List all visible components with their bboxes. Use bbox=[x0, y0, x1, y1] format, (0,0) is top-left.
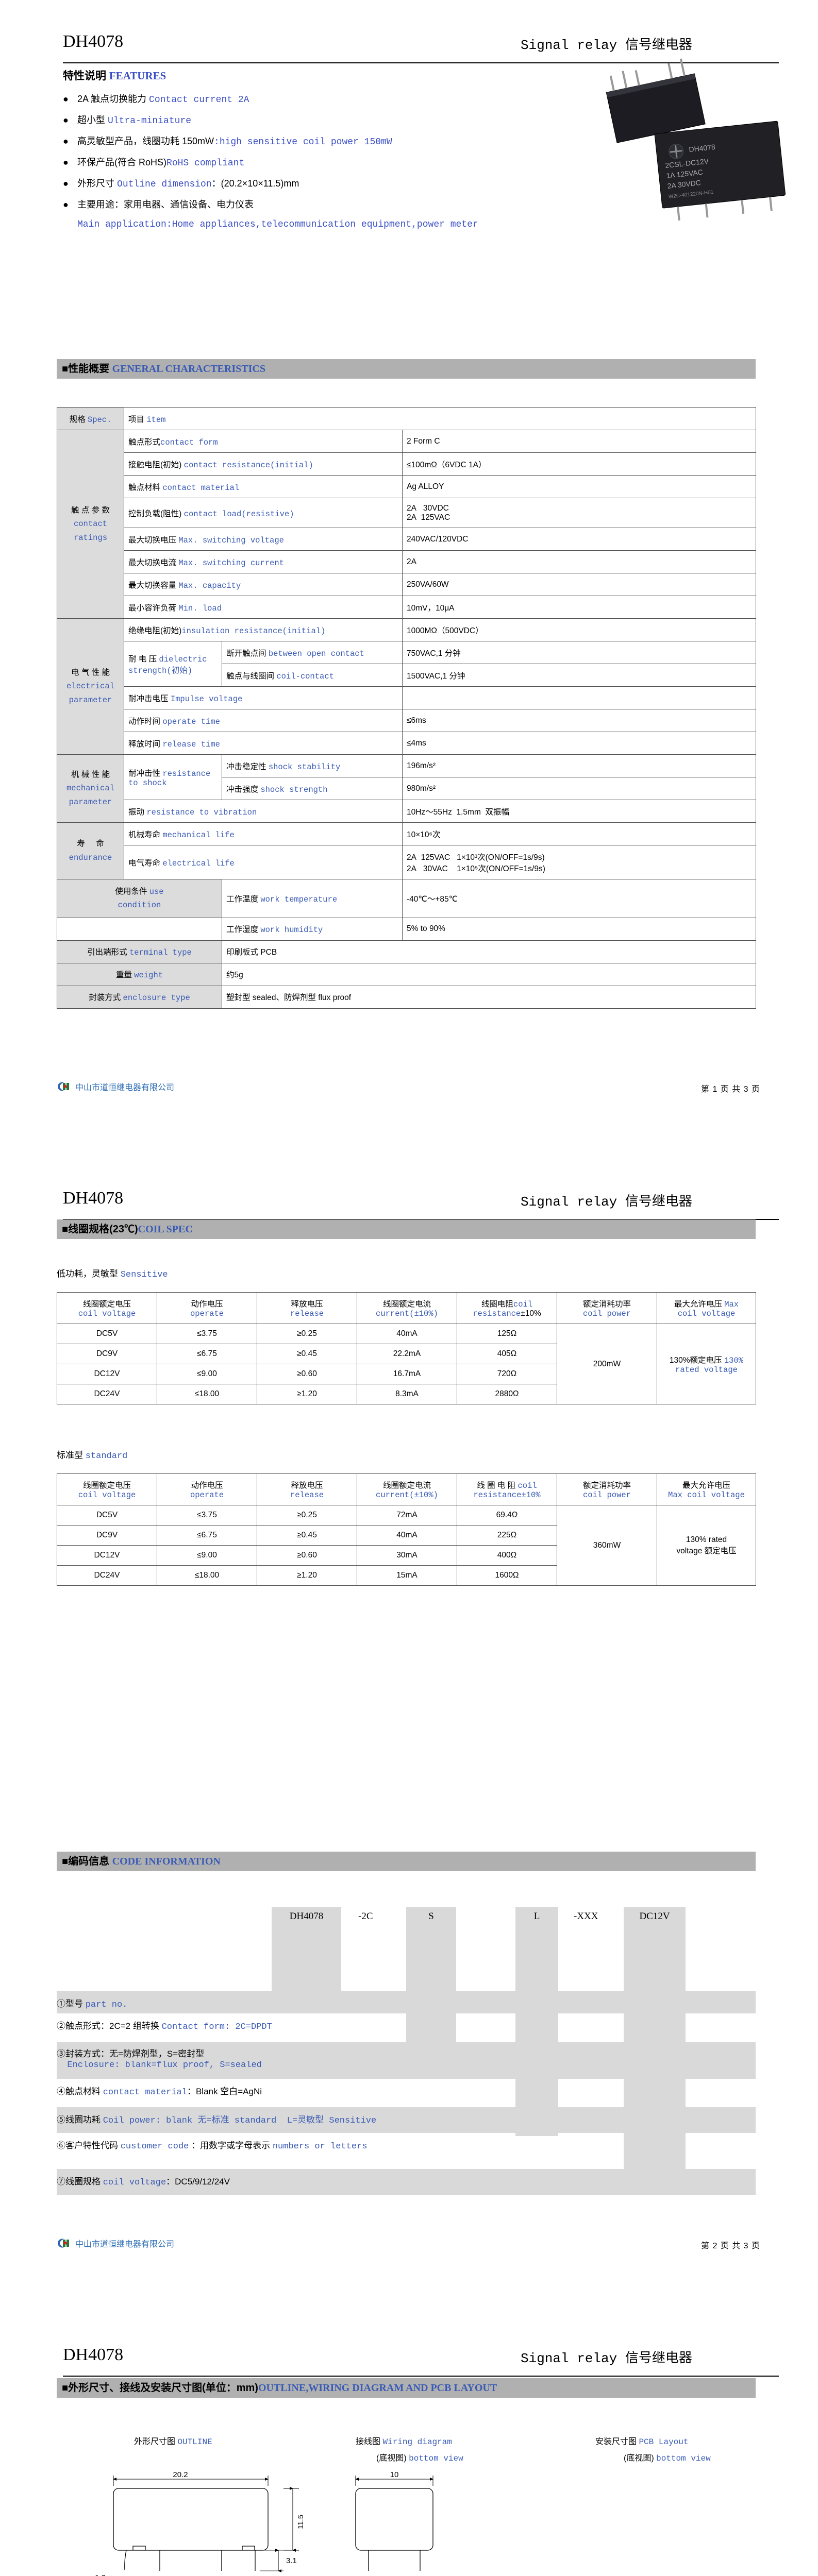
svg-text:11.5: 11.5 bbox=[296, 2515, 305, 2529]
svg-text:20.2: 20.2 bbox=[173, 2470, 188, 2479]
svg-text:3.1: 3.1 bbox=[286, 2556, 297, 2565]
svg-text:10: 10 bbox=[390, 2470, 399, 2479]
svg-text:1.2: 1.2 bbox=[95, 2573, 106, 2576]
